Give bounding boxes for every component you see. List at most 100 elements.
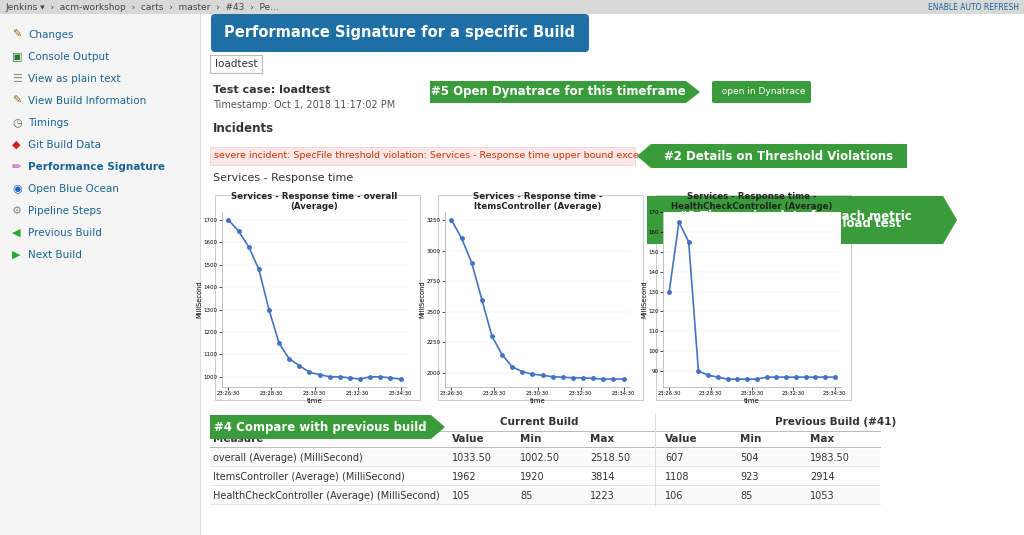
Bar (438, 195, 643, 400)
Text: ▶: ▶ (12, 250, 20, 260)
Text: #4 Compare with previous build: #4 Compare with previous build (214, 421, 427, 433)
Text: Timestamp: Oct 1, 2018 11:17:02 PM: Timestamp: Oct 1, 2018 11:17:02 PM (213, 100, 395, 110)
Point (204, 501, 216, 507)
Text: ENABLE AUTO REFRESH: ENABLE AUTO REFRESH (928, 3, 1019, 11)
FancyBboxPatch shape (712, 81, 811, 103)
Bar (656, 195, 851, 400)
Text: ✏: ✏ (12, 162, 22, 172)
Text: Previous Build: Previous Build (28, 228, 101, 238)
Text: 1920: 1920 (520, 472, 545, 482)
Point (873, 444, 886, 450)
Text: Incidents: Incidents (213, 121, 274, 134)
Point (649, 502, 662, 508)
Text: ⚙: ⚙ (12, 206, 22, 216)
Text: Previous Build (#41): Previous Build (#41) (775, 417, 896, 427)
Point (204, 463, 216, 469)
Bar (210, 147, 635, 165)
Text: Performance Signature for a specific Build: Performance Signature for a specific Bui… (224, 26, 575, 41)
Text: 607: 607 (665, 453, 683, 463)
Polygon shape (647, 196, 957, 244)
Text: Timings: Timings (28, 118, 69, 128)
Text: Pipeline Steps: Pipeline Steps (28, 206, 101, 216)
Text: ✎: ✎ (12, 96, 22, 106)
Text: overall (Average) (MilliSecond): overall (Average) (MilliSecond) (213, 453, 362, 463)
Text: Next Build: Next Build (28, 250, 82, 260)
Text: 105: 105 (452, 491, 470, 501)
Bar (0, 0, 1024, 14)
X-axis label: time: time (744, 398, 760, 403)
Text: Max: Max (590, 434, 614, 444)
Bar (215, 195, 420, 400)
Point (204, 428, 216, 434)
Text: 2914: 2914 (810, 472, 835, 482)
Point (873, 428, 886, 434)
Text: open in Dynatrace: open in Dynatrace (716, 88, 806, 96)
Bar (210, 450, 880, 466)
Text: 923: 923 (740, 472, 759, 482)
Text: for the duration of the load test: for the duration of the load test (689, 217, 901, 230)
Bar (0, 0, 200, 535)
Bar (200, 14, 1024, 535)
Text: 85: 85 (520, 491, 532, 501)
Text: ☰: ☰ (12, 74, 22, 84)
Text: ◷: ◷ (12, 118, 22, 128)
Polygon shape (210, 415, 445, 439)
Text: #2 Details on Threshold Violations: #2 Details on Threshold Violations (665, 149, 894, 163)
Text: Services - Response time: Services - Response time (213, 173, 353, 183)
Text: 1033.50: 1033.50 (452, 453, 492, 463)
Text: 85: 85 (740, 491, 753, 501)
Bar (210, 488, 880, 504)
Point (873, 501, 886, 507)
Text: Git Build Data: Git Build Data (28, 140, 101, 150)
Text: HealthCheckController (Average) (MilliSecond): HealthCheckController (Average) (MilliSe… (213, 491, 439, 501)
Text: ✎: ✎ (12, 30, 22, 40)
Text: Min: Min (520, 434, 542, 444)
Text: ◀: ◀ (12, 228, 20, 238)
Text: 504: 504 (740, 453, 759, 463)
Text: Min: Min (740, 434, 762, 444)
Polygon shape (430, 81, 700, 103)
Title: Services - Response time - overall
(Average): Services - Response time - overall (Aver… (231, 192, 397, 211)
Text: Jenkins ▾  ›  acm-workshop  ›  carts  ›  master  ›  #43  ›  Pe...: Jenkins ▾ › acm-workshop › carts › maste… (5, 3, 279, 11)
Text: 2518.50: 2518.50 (590, 453, 630, 463)
Point (649, 410, 662, 416)
Text: Changes: Changes (28, 30, 74, 40)
Text: ◆: ◆ (12, 140, 20, 150)
Point (204, 444, 216, 450)
Text: severe incident: SpecFile threshold violation: Services - Response time upper bo: severe incident: SpecFile threshold viol… (214, 151, 663, 160)
Title: Services - Response time -
HealthCheckController (Average): Services - Response time - HealthCheckCo… (672, 192, 833, 211)
Text: ItemsController (Average) (MilliSecond): ItemsController (Average) (MilliSecond) (213, 472, 404, 482)
Text: View as plain text: View as plain text (28, 74, 121, 84)
Y-axis label: MilliSecond: MilliSecond (641, 281, 647, 318)
Text: Performance Signature: Performance Signature (28, 162, 165, 172)
Text: loadtest: loadtest (215, 59, 257, 69)
Text: View Build Information: View Build Information (28, 96, 146, 106)
Text: 106: 106 (665, 491, 683, 501)
Text: #3 Timeseries data for each metric: #3 Timeseries data for each metric (678, 210, 912, 223)
Text: Console Output: Console Output (28, 52, 110, 62)
Text: Test case: loadtest: Test case: loadtest (213, 85, 331, 95)
Text: 1053: 1053 (810, 491, 835, 501)
Point (204, 482, 216, 488)
Text: 1223: 1223 (590, 491, 614, 501)
Text: Open Blue Ocean: Open Blue Ocean (28, 184, 119, 194)
FancyBboxPatch shape (211, 14, 589, 52)
Text: Value: Value (665, 434, 697, 444)
Title: Services - Response time -
ItemsController (Average): Services - Response time - ItemsControll… (473, 192, 602, 211)
Text: 1108: 1108 (665, 472, 689, 482)
Point (873, 463, 886, 469)
Y-axis label: MilliSecond: MilliSecond (420, 281, 425, 318)
Text: 3814: 3814 (590, 472, 614, 482)
Text: Measure: Measure (213, 434, 263, 444)
Text: 1983.50: 1983.50 (810, 453, 850, 463)
X-axis label: time: time (529, 398, 546, 403)
Text: Value: Value (452, 434, 484, 444)
Text: ◉: ◉ (12, 184, 22, 194)
Point (873, 482, 886, 488)
Text: #5 Open Dynatrace for this timeframe: #5 Open Dynatrace for this timeframe (431, 86, 685, 98)
X-axis label: time: time (306, 398, 323, 403)
Text: 1962: 1962 (452, 472, 476, 482)
Text: 1002.50: 1002.50 (520, 453, 560, 463)
Text: Current Build: Current Build (500, 417, 579, 427)
Text: ▣: ▣ (12, 52, 23, 62)
